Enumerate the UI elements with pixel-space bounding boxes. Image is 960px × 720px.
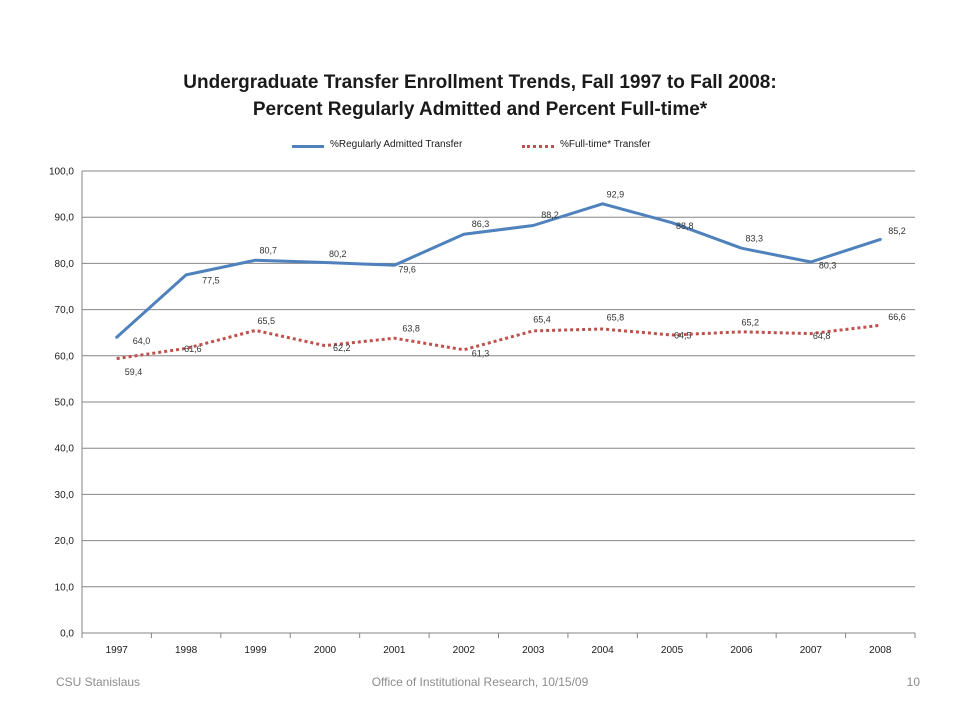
data-label-full-time: 59,4	[125, 367, 143, 377]
data-label-regularly-admitted: 80,7	[260, 246, 278, 256]
data-label-full-time: 61,6	[184, 344, 202, 354]
data-label-regularly-admitted: 88,8	[676, 221, 694, 231]
data-label-full-time: 66,6	[888, 312, 906, 322]
data-label-regularly-admitted: 64,0	[133, 336, 151, 346]
series-line-regularly-admitted	[115, 202, 882, 339]
data-label-full-time: 65,4	[533, 314, 551, 324]
data-label-regularly-admitted: 77,5	[202, 275, 220, 285]
y-tick-label: 20,0	[55, 536, 75, 547]
data-label-full-time: 61,3	[472, 348, 490, 358]
x-tick-label: 2001	[383, 645, 406, 656]
y-tick-label: 80,0	[55, 259, 75, 270]
legend-swatch-full-time	[522, 145, 554, 148]
y-tick-label: 40,0	[55, 444, 75, 455]
x-tick-label: 2006	[730, 645, 753, 656]
x-tick-label: 2008	[869, 645, 892, 656]
footer-office-date: Office of Institutional Research, 10/15/…	[371, 675, 589, 689]
x-tick-label: 2007	[800, 645, 823, 656]
y-tick-label: 0,0	[60, 629, 74, 640]
chart-title: Undergraduate Transfer Enrollment Trends…	[183, 72, 777, 93]
data-label-full-time: 62,2	[333, 343, 351, 353]
data-label-full-time: 64,8	[813, 331, 831, 341]
x-tick-label: 1998	[175, 645, 198, 656]
data-label-regularly-admitted: 88,2	[541, 210, 559, 220]
data-label-regularly-admitted: 83,3	[745, 234, 763, 244]
x-tick-label: 1999	[244, 645, 267, 656]
x-tick-label: 2000	[314, 645, 337, 656]
data-label-regularly-admitted: 92,9	[607, 189, 625, 199]
slide-number: 10	[906, 675, 920, 689]
y-tick-label: 70,0	[55, 305, 75, 316]
legend-label-full-time: %Full-time* Transfer	[560, 139, 651, 150]
x-tick-label: 2003	[522, 645, 545, 656]
legend-swatch-regularly-admitted	[292, 145, 324, 148]
y-tick-label: 50,0	[55, 398, 75, 409]
data-label-full-time: 65,8	[607, 313, 625, 323]
y-tick-label: 30,0	[55, 490, 75, 501]
data-label-full-time: 64,5	[674, 331, 692, 341]
x-tick-label: 2005	[661, 645, 684, 656]
chart-subtitle: Percent Regularly Admitted and Percent F…	[252, 99, 708, 120]
y-tick-label: 60,0	[55, 351, 75, 362]
data-label-regularly-admitted: 85,2	[888, 226, 906, 236]
legend-label-regularly-admitted: %Regularly Admitted Transfer	[330, 139, 463, 150]
data-label-regularly-admitted: 80,3	[819, 261, 837, 271]
x-tick-label: 1997	[106, 645, 129, 656]
y-tick-label: 100,0	[49, 167, 74, 178]
data-label-full-time: 65,2	[741, 317, 759, 327]
x-tick-label: 2004	[592, 645, 615, 656]
data-label-regularly-admitted: 80,2	[329, 249, 347, 259]
data-label-full-time: 63,8	[402, 324, 420, 334]
y-tick-label: 10,0	[55, 582, 75, 593]
x-tick-label: 2002	[453, 645, 476, 656]
y-tick-label: 90,0	[55, 213, 75, 224]
data-label-regularly-admitted: 79,6	[398, 265, 416, 275]
data-label-full-time: 65,5	[258, 316, 276, 326]
footer-organization: CSU Stanislaus	[56, 675, 141, 689]
data-label-regularly-admitted: 86,3	[472, 219, 490, 229]
series-line-full-time	[116, 323, 881, 361]
